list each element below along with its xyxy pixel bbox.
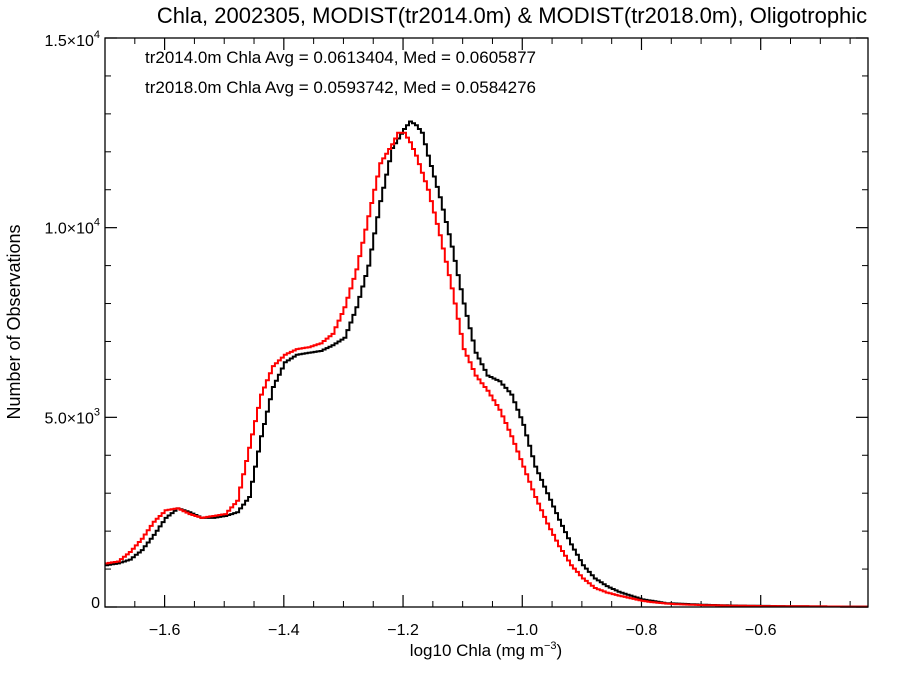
y-tick-label: 5.0×103 xyxy=(44,406,100,427)
x-axis-label: log10 Chla (mg m−3) xyxy=(410,640,562,660)
series-tr2018-line xyxy=(105,131,868,608)
x-tick-label: −1.4 xyxy=(268,622,300,639)
x-axis-label-exponent: −3 xyxy=(544,640,557,652)
series-layer xyxy=(105,120,868,608)
annotation-tr2018: tr2018.0m Chla Avg = 0.0593742, Med = 0.… xyxy=(145,78,536,97)
y-tick-label: 0 xyxy=(91,595,100,612)
y-tick-label: 1.5×104 xyxy=(44,29,100,50)
x-tick-label: −1.6 xyxy=(149,622,181,639)
annotation-tr2014: tr2014.0m Chla Avg = 0.0613404, Med = 0.… xyxy=(145,48,536,67)
x-tick-label: −0.6 xyxy=(745,622,777,639)
x-tick-label: −1.2 xyxy=(387,622,419,639)
x-tick-label: −1.0 xyxy=(506,622,538,639)
plot-frame xyxy=(104,37,869,608)
x-axis-ticks: −1.6 −1.4 −1.2 −1.0 −0.8 −0.6 xyxy=(104,38,851,639)
x-axis-label-main: log10 Chla (mg m xyxy=(410,641,544,660)
y-axis-ticks: 0 5.0×103 1.0×104 1.5×104 xyxy=(44,29,868,612)
x-axis-label-close: ) xyxy=(557,641,563,660)
x-tick-label: −0.8 xyxy=(626,622,658,639)
y-axis-label: Number of Observations xyxy=(4,224,24,419)
chart-title: Chla, 2002305, MODIST(tr2014.0m) & MODIS… xyxy=(157,3,867,28)
y-tick-label: 1.0×104 xyxy=(44,217,100,238)
